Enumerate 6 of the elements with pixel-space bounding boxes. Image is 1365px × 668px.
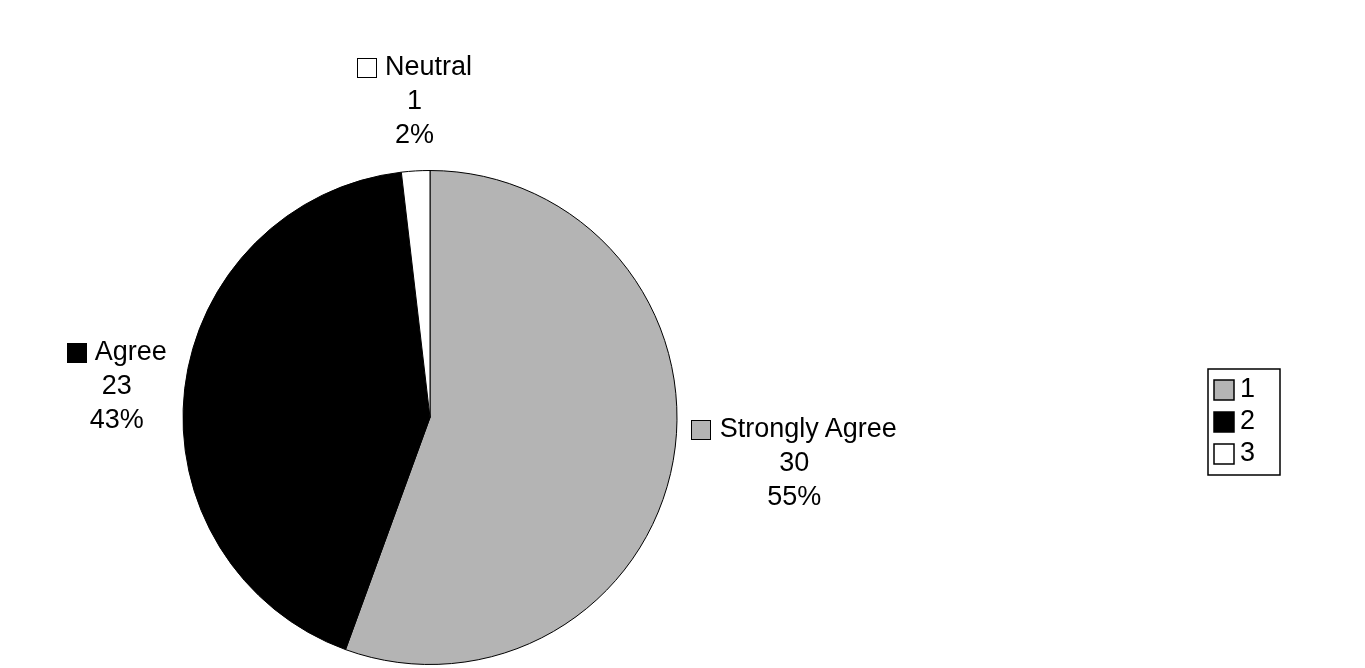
legend-label: 1 (1240, 373, 1256, 404)
data-label: Neutral 1 2% (385, 51, 473, 150)
legend-label: 2 (1240, 405, 1256, 436)
data-label: Strongly Agree 30 55% (719, 412, 897, 511)
data-label: Agree 23 43% (89, 336, 167, 435)
legend-label: 3 (1240, 437, 1256, 468)
